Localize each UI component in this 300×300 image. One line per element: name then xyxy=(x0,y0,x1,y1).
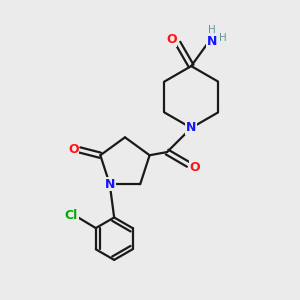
Text: H: H xyxy=(219,32,226,43)
Text: O: O xyxy=(189,161,200,174)
Text: Cl: Cl xyxy=(65,209,78,222)
Text: N: N xyxy=(186,122,196,134)
Text: N: N xyxy=(105,178,115,191)
Text: O: O xyxy=(68,143,79,156)
Text: N: N xyxy=(207,35,217,48)
Text: H: H xyxy=(208,25,216,34)
Text: O: O xyxy=(166,33,177,46)
